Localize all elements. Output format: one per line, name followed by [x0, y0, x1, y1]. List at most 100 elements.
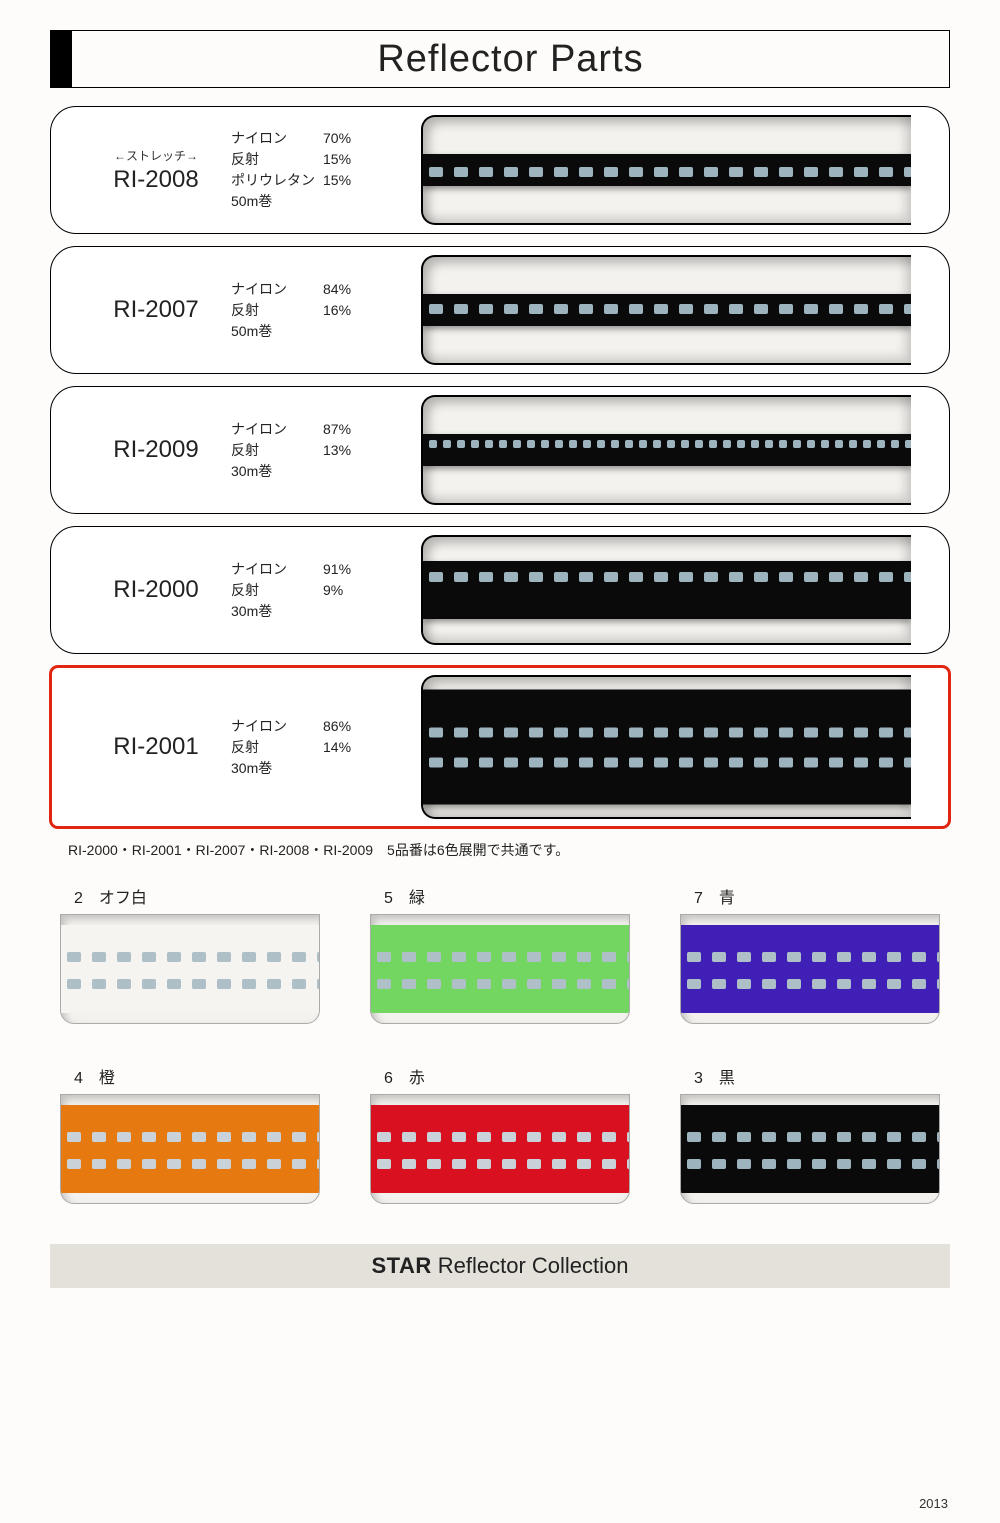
- stitch-dot: [552, 952, 566, 962]
- stitch-dot: [92, 1159, 106, 1169]
- stitch-dot: [804, 572, 818, 582]
- stitch-dot: [849, 440, 857, 448]
- spec-label: ナイロン: [231, 279, 323, 300]
- stitch-dot: [627, 979, 630, 989]
- stitch-dot: [317, 1132, 320, 1142]
- stitch-dot: [527, 1132, 541, 1142]
- stitch-dot: [737, 979, 751, 989]
- stitch-dot: [552, 1159, 566, 1169]
- stitch-dot: [704, 727, 718, 737]
- stitch-dot: [402, 1132, 416, 1142]
- spec-line: ナイロン91%: [231, 559, 421, 580]
- stitch-dot: [142, 1132, 156, 1142]
- stitch-dot: [879, 757, 893, 767]
- stitch-dot: [454, 727, 468, 737]
- stitch-row: [423, 438, 911, 450]
- stitch-dot: [712, 952, 726, 962]
- stitch-dot: [754, 727, 768, 737]
- stitch-dot: [887, 1159, 901, 1169]
- stitch-dot: [779, 440, 787, 448]
- stitch-dot: [292, 952, 306, 962]
- color-tape: [681, 1105, 939, 1193]
- spec-line: ナイロン84%: [231, 279, 421, 300]
- stitch-dot: [527, 952, 541, 962]
- stitch-dot: [529, 727, 543, 737]
- swatch-col: [421, 675, 949, 819]
- stitch-dot: [499, 440, 507, 448]
- stitch-dot: [554, 572, 568, 582]
- stitch-dot: [879, 572, 893, 582]
- color-cell: 5 緑: [370, 884, 630, 1024]
- stitch-dot: [192, 1132, 206, 1142]
- stitch-dot: [457, 440, 465, 448]
- stitch-dot: [579, 727, 593, 737]
- stitch-dot: [667, 440, 675, 448]
- stitch-dot: [837, 1159, 851, 1169]
- spec-label: 30m巻: [231, 601, 323, 622]
- spec-line: ポリウレタン15%: [231, 170, 421, 191]
- swatch-col: [421, 115, 949, 225]
- stitch-dot: [754, 757, 768, 767]
- stitch-dot: [712, 1159, 726, 1169]
- stitch-dot: [904, 167, 911, 177]
- stitch-dot: [729, 727, 743, 737]
- spec-value: [323, 321, 421, 342]
- stitch-dot: [292, 979, 306, 989]
- stitch-dot: [429, 304, 443, 314]
- stitch-dot: [687, 1159, 701, 1169]
- stitch-dot: [887, 979, 901, 989]
- spec-value: 13%: [323, 440, 421, 461]
- stitch-dot: [837, 952, 851, 962]
- stitch-dot: [242, 952, 256, 962]
- footer-bar: STAR Reflector Collection: [50, 1244, 950, 1288]
- color-swatch: [60, 1094, 320, 1204]
- stitch-dot: [477, 952, 491, 962]
- stitch-dot: [541, 440, 549, 448]
- stitch-dot: [479, 757, 493, 767]
- stitch-dot: [877, 440, 885, 448]
- stitch-row: [423, 756, 911, 768]
- stitch-dot: [552, 1132, 566, 1142]
- stitch-dot: [454, 304, 468, 314]
- stitch-row: [681, 978, 939, 990]
- stitch-dot: [604, 167, 618, 177]
- stitch-dot: [812, 1132, 826, 1142]
- tape-sample: [423, 294, 911, 326]
- stitch-dot: [879, 727, 893, 737]
- stitch-dot: [604, 304, 618, 314]
- stitch-dot: [267, 979, 281, 989]
- stitch-dot: [779, 304, 793, 314]
- stitch-dot: [427, 1159, 441, 1169]
- stitch-dot: [837, 1132, 851, 1142]
- stitch-dot: [812, 979, 826, 989]
- stitch-dot: [504, 572, 518, 582]
- stitch-row: [423, 726, 911, 738]
- stitch-dot: [679, 167, 693, 177]
- stitch-dot: [627, 1159, 630, 1169]
- stitch-dot: [242, 1132, 256, 1142]
- stitch-dot: [629, 757, 643, 767]
- stitch-dot: [477, 1132, 491, 1142]
- stitch-dot: [502, 1159, 516, 1169]
- stitch-dot: [217, 1132, 231, 1142]
- product-code: RI-2009: [81, 436, 231, 464]
- stitch-dot: [679, 757, 693, 767]
- stitch-dot: [937, 979, 940, 989]
- spec-label: ナイロン: [231, 128, 323, 149]
- stitch-dot: [654, 727, 668, 737]
- specs-col: ナイロン84%反射16%50m巻: [231, 279, 421, 342]
- color-swatch: [60, 914, 320, 1024]
- spec-value: 91%: [323, 559, 421, 580]
- stitch-dot: [602, 1159, 616, 1169]
- stitch-dot: [479, 572, 493, 582]
- stitch-dot: [937, 1132, 940, 1142]
- spec-value: 15%: [323, 170, 421, 191]
- tape-sample: [423, 154, 911, 186]
- spec-line: 50m巻: [231, 191, 421, 212]
- stitch-dot: [554, 304, 568, 314]
- stitch-dot: [167, 1159, 181, 1169]
- stitch-dot: [723, 440, 731, 448]
- specs-col: ナイロン91%反射9%30m巻: [231, 559, 421, 622]
- stitch-dot: [67, 1159, 81, 1169]
- stitch-dot: [479, 304, 493, 314]
